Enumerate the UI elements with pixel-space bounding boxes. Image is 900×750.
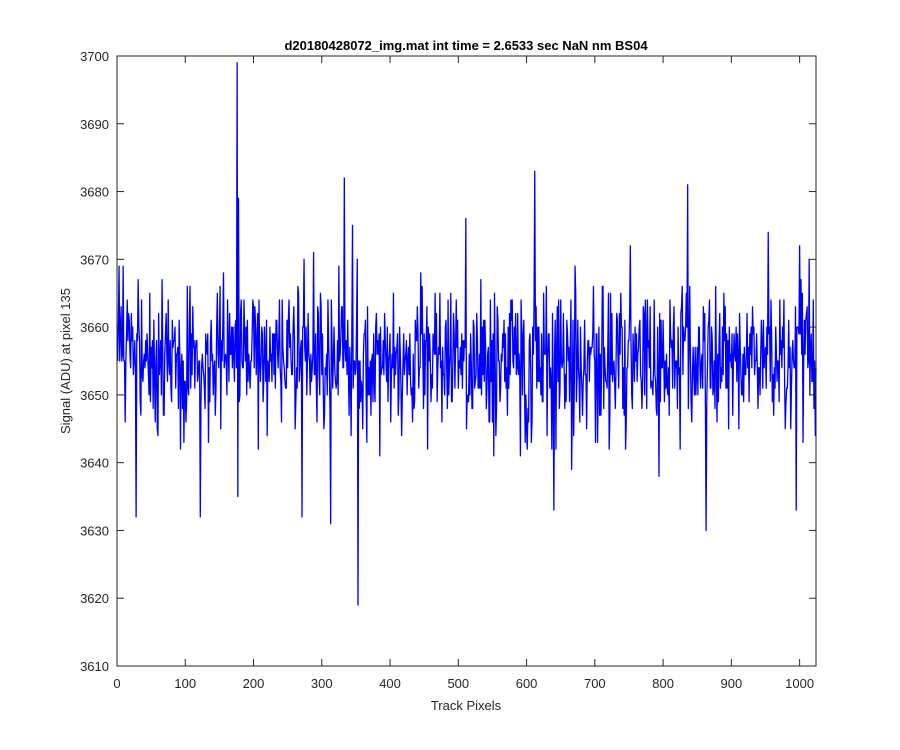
series-line-0: [117, 62, 817, 606]
y-tick-label: 3680: [80, 185, 109, 200]
y-tick-label: 3650: [80, 388, 109, 403]
y-tick-label: 3620: [80, 591, 109, 606]
y-tick-label: 3630: [80, 523, 109, 538]
y-tick-label: 3660: [80, 320, 109, 335]
x-tick-label: 0: [113, 676, 120, 691]
y-tick-label: 3700: [80, 49, 109, 64]
series-layer: [117, 62, 817, 606]
x-tick-label: 500: [447, 676, 469, 691]
y-tick-label: 3690: [80, 117, 109, 132]
x-tick-label: 400: [379, 676, 401, 691]
y-tick-label: 3610: [80, 659, 109, 674]
x-tick-label: 600: [516, 676, 538, 691]
y-tick-label: 3640: [80, 456, 109, 471]
axes-box: [116, 55, 817, 667]
chart-title: d20180428072_img.mat int time = 2.6533 s…: [284, 38, 648, 53]
x-tick-label: 900: [721, 676, 743, 691]
x-axis-label: Track Pixels: [431, 698, 502, 713]
x-tick-label: 300: [311, 676, 333, 691]
y-tick-label: 3670: [80, 252, 109, 267]
x-tick-label: 1000: [785, 676, 814, 691]
x-tick-label: 100: [174, 676, 196, 691]
x-tick-label: 800: [652, 676, 674, 691]
x-tick-label: 200: [243, 676, 265, 691]
y-axis-label: Signal (ADU) at pixel 135: [58, 288, 73, 434]
tick-layer: 0 100 200 300 400 500 600 700 800 900 1000 3610 3620…: [80, 49, 816, 691]
x-tick-label: 700: [584, 676, 606, 691]
axes-layer: [116, 55, 817, 667]
